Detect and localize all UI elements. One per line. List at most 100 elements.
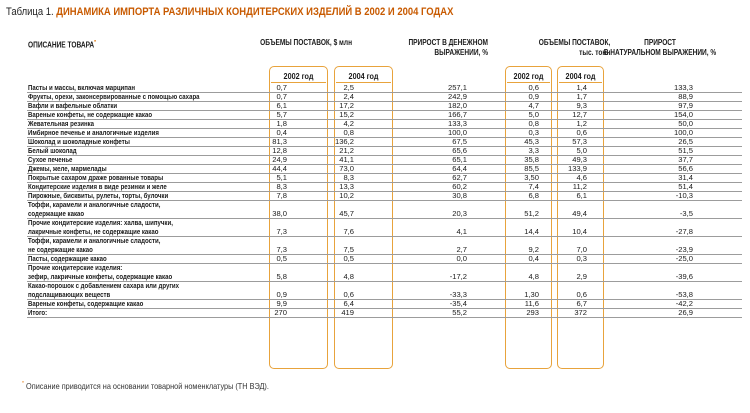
- table-row: Сухое печенье 24,9 41,1 65,1 35,8 49,3 3…: [0, 154, 750, 165]
- row-description: Джемы, желе, мармелады: [28, 163, 107, 173]
- table-row: Белый шоколад 12,8 21,2 65,6 3,3 5,0 51,…: [0, 145, 750, 156]
- cell-growth-natural: -53,8: [675, 289, 693, 299]
- row-description: Шоколад и шоколадные конфеты: [28, 136, 130, 146]
- cell-usd-2004: 41,1: [339, 154, 354, 164]
- cell-usd-2004: 2,4: [343, 91, 354, 101]
- cell-usd-2004: 13,3: [339, 181, 354, 191]
- header-volumes-tons: ОБЪЕМЫ ПОСТАВОК, тыс. тонн: [538, 38, 610, 57]
- cell-tons-2002: 4,7: [528, 100, 539, 110]
- cell-tons-2002: 7,4: [528, 181, 539, 191]
- table-row: Вареные конфеты, содержащие какао 9,9 6,…: [0, 298, 750, 309]
- cell-growth-money: 60,2: [452, 181, 467, 191]
- table-row-total: Итого: 270 419 55,2 293 372 26,9: [0, 307, 750, 318]
- cell-usd-2004: 7,6: [343, 226, 354, 236]
- footnote: * Описание приводится на основании товар…: [22, 381, 269, 391]
- table-row: Пирожные, бисквиты, рулеты, торты, булоч…: [0, 190, 750, 201]
- year-divider: [271, 82, 326, 83]
- cell-growth-natural: -10,3: [675, 190, 693, 200]
- cell-growth-natural: -3,5: [679, 208, 693, 218]
- row-description: Вареные конфеты, не содержащие какао: [28, 109, 153, 119]
- cell-growth-natural: 26,5: [678, 136, 693, 146]
- header-volumes-usd: ОБЪЕМЫ ПОСТАВОК, $ млн: [260, 38, 352, 47]
- cell-tons-2004: 11,2: [572, 181, 587, 191]
- table-row: Вафли и вафельные облатки 6,1 17,2 182,0…: [0, 100, 750, 111]
- table-row: Фрукты, орехи, законсервированные с помо…: [0, 91, 750, 102]
- cell-usd-2004: 0,8: [343, 127, 354, 137]
- cell-usd-2002: 38,0: [272, 208, 287, 218]
- cell-usd-2002: 0,7: [276, 91, 287, 101]
- year-divider: [559, 82, 602, 83]
- cell-tons-2002: 85,5: [524, 163, 539, 173]
- cell-usd-2002: 7,3: [276, 226, 287, 236]
- header-description: ОПИСАНИЕ ТОВАРА*: [28, 40, 97, 50]
- table-row: Покрытые сахаром драже рованные товары 5…: [0, 172, 750, 183]
- cell-growth-natural: -42,2: [675, 298, 693, 308]
- cell-usd-2004: 419: [341, 307, 354, 317]
- cell-growth-money: 242,9: [447, 91, 467, 101]
- table-row: Жевательная резинка 1,8 4,2 133,3 0,8 1,…: [0, 118, 750, 129]
- cell-tons-2002: 0,9: [528, 91, 539, 101]
- row-description: Тоффи, карамели и аналогичные сладости, …: [28, 199, 161, 218]
- row-description: Прочие кондитерские изделия: халва, шипу…: [28, 217, 173, 236]
- footnote-marker: *: [94, 40, 97, 46]
- cell-usd-2004: 6,4: [343, 298, 354, 308]
- cell-tons-2002: 3,50: [524, 172, 539, 182]
- cell-tons-2004: 12,7: [572, 109, 587, 119]
- cell-usd-2002: 7,8: [276, 190, 287, 200]
- table-row: Тоффи, карамели и аналогичные сладости, …: [0, 235, 750, 255]
- cell-tons-2004: 10,4: [572, 226, 587, 236]
- cell-usd-2004: 8,3: [343, 172, 354, 182]
- cell-usd-2004: 136,2: [334, 136, 354, 146]
- cell-growth-money: 62,7: [452, 172, 467, 182]
- cell-usd-2002: 12,8: [272, 145, 287, 155]
- cell-tons-2002: 9,2: [528, 244, 539, 254]
- table-row: Джемы, желе, мармелады 44,4 73,0 64,4 85…: [0, 163, 750, 174]
- footnote-text: Описание приводится на основании товарно…: [26, 381, 269, 391]
- cell-growth-money: 20,3: [452, 208, 467, 218]
- cell-growth-natural: -27,8: [675, 226, 693, 236]
- cell-tons-2004: 4,6: [576, 172, 587, 182]
- cell-usd-2002: 8,3: [276, 181, 287, 191]
- cell-tons-2002: 293: [526, 307, 539, 317]
- cell-growth-natural: 56,6: [678, 163, 693, 173]
- row-description: Пирожные, бисквиты, рулеты, торты, булоч…: [28, 190, 169, 200]
- table-row: Какао-порошок с добавлением сахара или д…: [0, 281, 750, 300]
- cell-tons-2004: 49,4: [572, 208, 587, 218]
- cell-tons-2002: 0,8: [528, 118, 539, 128]
- cell-usd-2004: 4,8: [343, 271, 354, 281]
- cell-growth-money: 182,0: [447, 100, 467, 110]
- table-heading: ДИНАМИКА ИМПОРТА РАЗЛИЧНЫХ КОНДИТЕРСКИХ …: [56, 6, 454, 18]
- cell-growth-money: 2,7: [456, 244, 467, 254]
- table-row: Вареные конфеты, не содержащие какао 5,7…: [0, 109, 750, 120]
- cell-tons-2004: 1,7: [576, 91, 587, 101]
- cell-usd-2002: 6,1: [276, 100, 287, 110]
- cell-usd-2004: 17,2: [339, 100, 354, 110]
- row-description: Белый шоколад: [28, 145, 77, 155]
- year-label-usd-2002: 2002 год: [283, 71, 314, 81]
- cell-tons-2002: 11,6: [524, 298, 539, 308]
- cell-tons-2002: 14,4: [524, 226, 539, 236]
- cell-usd-2002: 5,1: [276, 172, 287, 182]
- cell-usd-2002: 7,3: [276, 244, 287, 254]
- cell-growth-money: 4,1: [456, 226, 467, 236]
- cell-growth-money: 100,0: [447, 127, 467, 137]
- cell-growth-natural: 88,9: [678, 91, 693, 101]
- cell-growth-money: 55,2: [452, 307, 467, 317]
- cell-tons-2002: 51,2: [524, 208, 539, 218]
- table-row: Прочие кондитерские изделия: зефир, лакр…: [0, 263, 750, 282]
- cell-tons-2004: 0,6: [576, 127, 587, 137]
- cell-growth-natural: 154,0: [673, 109, 693, 119]
- cell-tons-2002: 3,3: [528, 145, 539, 155]
- table-title: Таблица 1. ДИНАМИКА ИМПОРТА РАЗЛИЧНЫХ КО…: [6, 6, 453, 18]
- cell-tons-2004: 1,4: [576, 82, 587, 92]
- row-description: Сухое печенье: [28, 154, 73, 164]
- row-description: Тоффи, карамели и аналогичные сладости, …: [28, 235, 161, 254]
- table-row: Шоколад и шоколадные конфеты 81,3 136,2 …: [0, 136, 750, 147]
- cell-growth-natural: 100,0: [673, 127, 693, 137]
- cell-usd-2002: 0,5: [276, 253, 287, 263]
- cell-growth-natural: -39,6: [675, 271, 693, 281]
- footnote-marker: *: [22, 381, 25, 388]
- cell-usd-2004: 15,2: [339, 109, 354, 119]
- cell-growth-natural: -23,9: [675, 244, 693, 254]
- cell-usd-2002: 0,9: [276, 289, 287, 299]
